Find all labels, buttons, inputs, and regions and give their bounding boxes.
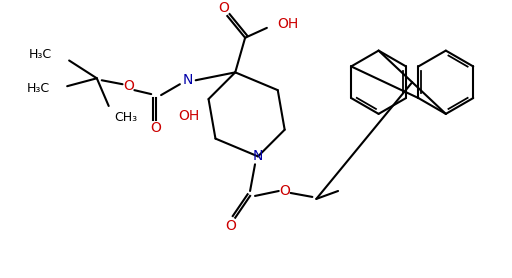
Text: O: O <box>123 79 134 93</box>
Text: H₃C: H₃C <box>29 48 52 61</box>
Text: O: O <box>225 219 236 233</box>
Text: H₃C: H₃C <box>27 82 50 95</box>
Text: N: N <box>183 73 193 87</box>
Text: O: O <box>279 184 290 198</box>
Text: O: O <box>218 1 229 15</box>
Text: O: O <box>151 121 162 135</box>
Text: N: N <box>253 149 263 163</box>
Text: CH₃: CH₃ <box>115 111 138 124</box>
Text: OH: OH <box>277 17 298 31</box>
Text: OH: OH <box>178 109 199 123</box>
